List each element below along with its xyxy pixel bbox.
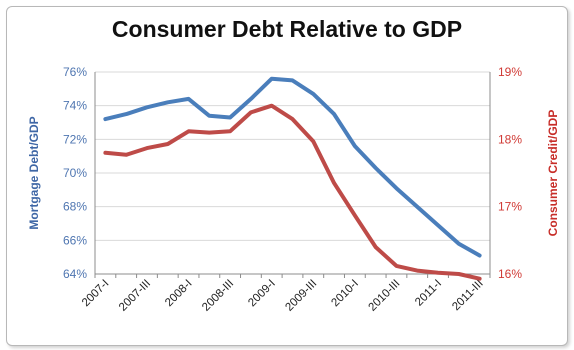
right-axis-ticks: 16% 17% 18% 19% (498, 65, 522, 281)
x-axis-ticks: 2007-I 2007-III 2008-I 2008-III 2009-I 2009-I… (80, 278, 486, 314)
x-tick-label: 2009-III (283, 278, 319, 314)
right-tick-label: 18% (498, 132, 522, 146)
left-tick-label: 74% (63, 99, 87, 113)
right-tick-label: 17% (498, 200, 522, 214)
consumer-credit-line (103, 103, 482, 281)
x-tick-label: 2011-III (450, 278, 485, 313)
left-tick-label: 76% (63, 65, 87, 79)
left-tick-label: 68% (63, 200, 87, 214)
left-tick-label: 70% (63, 166, 87, 180)
right-tick-label: 16% (498, 267, 522, 281)
right-axis-label: Consumer Credit/GDP (546, 110, 560, 237)
right-tick-label: 19% (498, 65, 522, 79)
x-tick-label: 2010-III (367, 278, 403, 314)
x-tick-label: 2008-III (200, 278, 236, 314)
left-tick-label: 72% (63, 132, 87, 146)
left-tick-label: 66% (63, 233, 87, 247)
left-axis-ticks: 64% 66% 68% 70% 72% 74% 76% (63, 65, 87, 281)
x-tick-label: 2007-III (117, 278, 153, 314)
x-tick-label: 2011-I (413, 278, 444, 309)
chart-frame (6, 6, 568, 346)
mortgage-debt-line (103, 76, 482, 258)
series-lines (103, 76, 482, 281)
left-axis-label: Mortgage Debt/GDP (27, 116, 41, 229)
x-tick-label: 2008-I (163, 278, 195, 310)
chart-title: Consumer Debt Relative to GDP (111, 16, 463, 42)
x-tick-label: 2009-I (246, 278, 278, 310)
axes (94, 72, 491, 278)
x-tick-label: 2007-I (80, 278, 112, 310)
x-tick-label: 2010-I (329, 278, 361, 310)
left-tick-label: 64% (63, 267, 87, 281)
gridlines (95, 71, 490, 275)
